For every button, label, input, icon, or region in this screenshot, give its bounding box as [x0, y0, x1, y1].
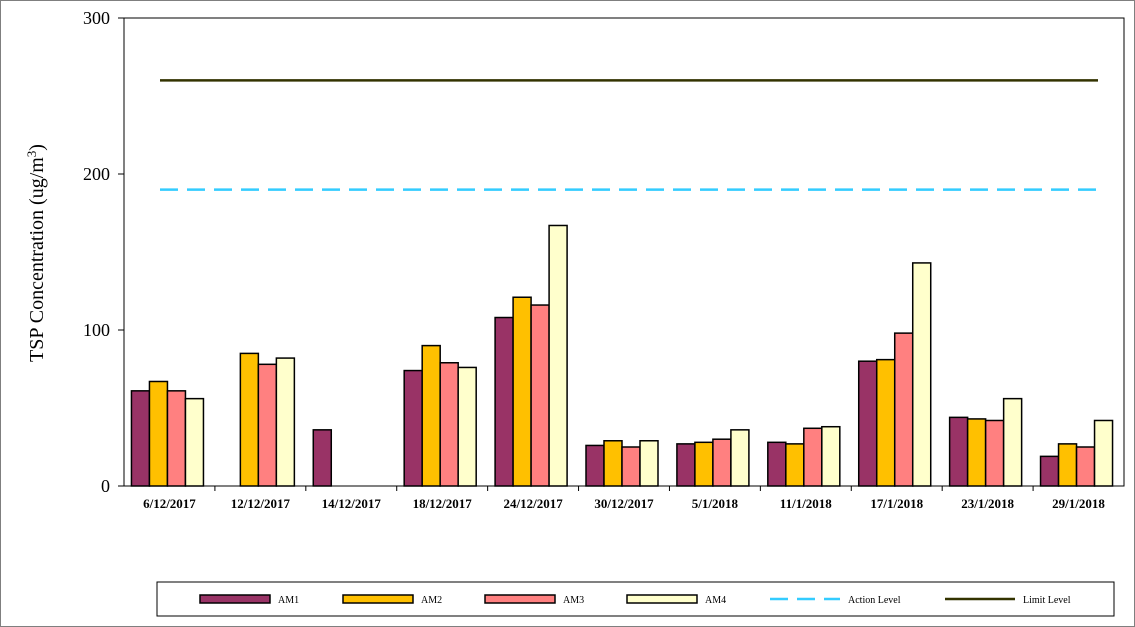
- bar-am2-4: [512, 296, 532, 487]
- x-tick-label: 17/1/2018: [870, 496, 923, 511]
- bar-am3-8: [893, 332, 914, 487]
- bar-am1-5: [585, 444, 605, 487]
- x-tick-label: 5/1/2018: [692, 496, 739, 511]
- x-tick-label: 30/12/2017: [594, 496, 654, 511]
- bar-am4-3: [457, 366, 477, 487]
- bar-am1-4: [494, 316, 514, 487]
- bar-am1-6: [676, 443, 696, 487]
- x-tick-label: 18/12/2017: [413, 496, 473, 511]
- legend-label-am1: AM1: [278, 595, 299, 606]
- y-tick-label: 0: [101, 476, 110, 496]
- bar-am3-9: [984, 419, 1005, 487]
- bar-am3-5: [621, 446, 641, 487]
- y-axis-label-main: TSP Concentration (ug/m: [26, 157, 48, 362]
- bar-am4-9: [1002, 397, 1023, 487]
- legend-label-action-level: Action Level: [848, 595, 901, 606]
- bar-am1-10: [1039, 455, 1060, 487]
- legend-swatch-am3: [484, 594, 556, 604]
- bar-am1-0: [130, 390, 151, 487]
- y-tick-label: 300: [83, 8, 110, 28]
- plot-area: [123, 17, 1125, 487]
- bar-am4-5: [639, 440, 659, 487]
- legend-label-limit-level: Limit Level: [1023, 595, 1071, 606]
- y-tick-label: 100: [83, 320, 110, 340]
- bar-am3-3: [439, 362, 459, 487]
- x-tick-label: 29/1/2018: [1052, 496, 1105, 511]
- bar-am4-0: [184, 397, 205, 487]
- bar-am4-7: [821, 425, 841, 487]
- bar-am3-1: [257, 363, 278, 487]
- bar-am2-1: [239, 352, 260, 487]
- bar-am1-7: [767, 441, 787, 487]
- bar-am1-8: [857, 360, 878, 487]
- legend-label-am2: AM2: [421, 595, 442, 606]
- legend: AM1 AM2 AM3 AM4 Action Level Limit Level: [156, 581, 1115, 617]
- y-axis-label: TSP Concentration (ug/m3): [24, 144, 49, 362]
- bar-am3-6: [712, 438, 732, 487]
- y-axis-label-superscript: 3: [24, 151, 39, 158]
- bar-am1-3: [403, 369, 423, 487]
- legend-swatch-am4: [626, 594, 698, 604]
- x-tick-label: 6/12/2017: [143, 496, 196, 511]
- bar-am3-4: [530, 304, 550, 487]
- legend-swatch-am1: [199, 594, 271, 604]
- bar-am3-10: [1075, 446, 1096, 487]
- x-tick-label: 24/12/2017: [503, 496, 563, 511]
- legend-label-am4: AM4: [705, 595, 726, 606]
- y-tick-label: 200: [83, 164, 110, 184]
- bar-am2-7: [785, 443, 805, 487]
- bar-am2-0: [148, 380, 169, 487]
- bar-am1-2: [312, 429, 333, 487]
- x-tick-label: 23/1/2018: [961, 496, 1014, 511]
- x-tick-label: 14/12/2017: [322, 496, 382, 511]
- bar-am4-6: [730, 429, 750, 487]
- y-axis-label-close: ): [26, 144, 48, 151]
- bar-am2-3: [421, 344, 441, 487]
- bar-am4-1: [275, 357, 296, 487]
- bar-am4-4: [548, 224, 568, 487]
- bar-am3-0: [166, 390, 187, 487]
- x-tick-label: 12/12/2017: [231, 496, 291, 511]
- bar-am4-8: [911, 262, 932, 487]
- bar-am1-9: [948, 416, 969, 487]
- bar-am3-7: [803, 427, 823, 487]
- x-axis: 6/12/2017 12/12/2017 14/12/2017 18/12/2017 2…: [143, 486, 1105, 511]
- bar-am2-6: [694, 441, 714, 487]
- bar-am4-10: [1093, 419, 1114, 487]
- bar-am2-9: [966, 418, 987, 487]
- bar-am2-10: [1057, 443, 1078, 487]
- bar-am2-5: [603, 440, 623, 487]
- y-axis: 0 100 200 300: [83, 8, 124, 496]
- legend-swatch-am2: [342, 594, 414, 604]
- legend-label-am3: AM3: [563, 595, 584, 606]
- x-tick-label: 11/1/2018: [780, 496, 833, 511]
- bar-am2-8: [875, 358, 896, 487]
